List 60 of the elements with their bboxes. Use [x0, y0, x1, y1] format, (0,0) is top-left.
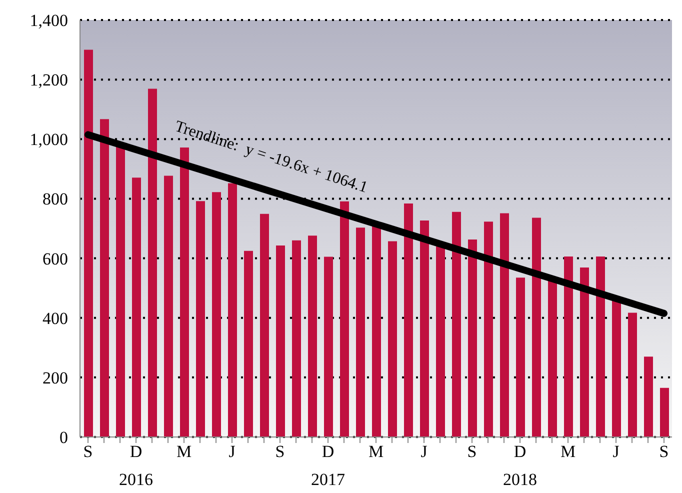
bar [260, 214, 269, 437]
text: 2018 [502, 470, 538, 490]
x-tick-label: S [83, 442, 93, 462]
bar [212, 192, 221, 437]
x-tick-label: D [514, 442, 526, 462]
bar [644, 356, 653, 437]
bar [580, 268, 589, 437]
x-tick-label: S [659, 442, 669, 462]
y-tick-label: 600 [42, 249, 68, 268]
text: 2016 [118, 470, 154, 490]
y-tick-label: 400 [42, 308, 68, 328]
x-tick-label: J [420, 442, 428, 462]
bar [404, 203, 413, 437]
x-tick-label: D [130, 442, 142, 462]
bar [596, 256, 605, 437]
bar [324, 256, 333, 437]
bar [292, 240, 301, 437]
bar [548, 280, 557, 437]
bar [612, 300, 621, 437]
y-tick-label: 800 [42, 190, 68, 209]
bar [436, 246, 445, 437]
bar [388, 241, 397, 437]
bar [484, 222, 493, 437]
x-tick-label: S [275, 442, 285, 462]
bar [132, 178, 141, 437]
bar [340, 201, 349, 437]
bar [276, 245, 285, 437]
y-tick-label: 200 [42, 368, 68, 388]
y-tick-label: 1,200 [30, 70, 68, 90]
bar [660, 388, 669, 437]
x-tick-label: M [176, 442, 192, 462]
x-tick-label: M [368, 442, 384, 462]
bar [372, 226, 381, 437]
y-tick-label: 1,000 [30, 130, 68, 150]
bar [84, 50, 93, 437]
bar [516, 278, 525, 437]
bar [500, 213, 509, 437]
bar [356, 228, 365, 437]
x-tick-label: J [612, 442, 620, 462]
text: 2017 [310, 470, 346, 490]
x-tick-label: D [322, 442, 334, 462]
bar [628, 312, 637, 437]
bar [308, 236, 317, 437]
bar [244, 250, 253, 437]
y-tick-label: 0 [60, 428, 68, 448]
bar [420, 220, 429, 437]
bar [148, 88, 157, 437]
bar [452, 212, 461, 437]
bar [196, 201, 205, 437]
bar [532, 218, 541, 437]
bar [100, 119, 109, 437]
bar [116, 146, 125, 437]
x-tick-label: M [560, 442, 576, 462]
y-tick-label: 1,400 [30, 11, 68, 30]
bar [164, 176, 173, 437]
bar [228, 183, 237, 437]
x-tick-label: J [228, 442, 236, 462]
bar [468, 240, 477, 437]
bar [564, 256, 573, 437]
x-tick-label: S [467, 442, 477, 462]
